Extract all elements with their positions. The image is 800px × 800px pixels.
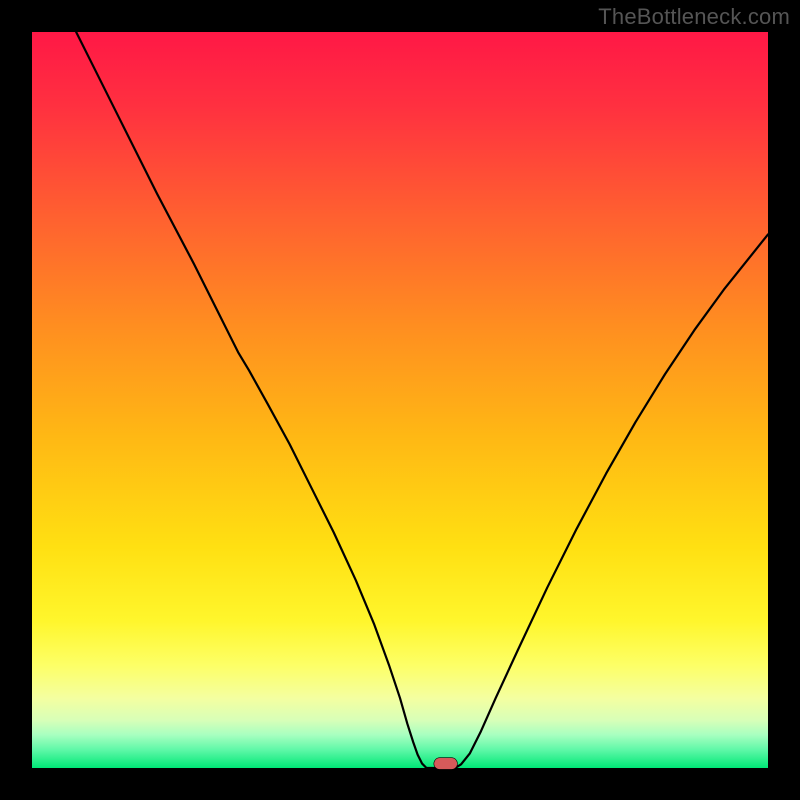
chart-plot-area [32,32,768,768]
bottleneck-chart [0,0,800,800]
optimal-marker [434,758,458,770]
source-watermark: TheBottleneck.com [598,4,790,30]
